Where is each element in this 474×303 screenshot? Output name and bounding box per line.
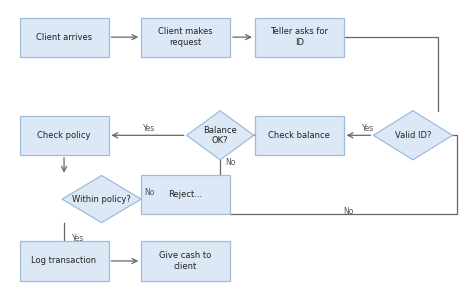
Text: Log transaction: Log transaction — [31, 256, 97, 265]
Text: Yes: Yes — [72, 234, 84, 243]
Text: Valid ID?: Valid ID? — [395, 131, 431, 140]
Text: Balance
OK?: Balance OK? — [203, 126, 237, 145]
Text: No: No — [344, 207, 354, 216]
Text: Yes: Yes — [362, 124, 374, 133]
FancyBboxPatch shape — [141, 241, 230, 281]
Text: Teller asks for
ID: Teller asks for ID — [270, 28, 328, 47]
Polygon shape — [187, 111, 254, 160]
FancyBboxPatch shape — [19, 18, 109, 57]
FancyBboxPatch shape — [141, 18, 230, 57]
Text: Yes: Yes — [143, 124, 155, 133]
Polygon shape — [374, 111, 453, 160]
Text: No: No — [144, 188, 154, 197]
Text: Client arrives: Client arrives — [36, 33, 92, 42]
FancyBboxPatch shape — [255, 18, 344, 57]
Text: No: No — [225, 158, 235, 167]
Text: Within policy?: Within policy? — [72, 195, 131, 204]
Text: Give cash to
client: Give cash to client — [159, 251, 212, 271]
FancyBboxPatch shape — [255, 116, 344, 155]
FancyBboxPatch shape — [19, 241, 109, 281]
Text: Check balance: Check balance — [268, 131, 330, 140]
FancyBboxPatch shape — [19, 116, 109, 155]
Text: Reject...: Reject... — [169, 190, 203, 199]
FancyBboxPatch shape — [141, 175, 230, 214]
Text: Client makes
request: Client makes request — [158, 28, 213, 47]
Text: Check policy: Check policy — [37, 131, 91, 140]
Polygon shape — [62, 175, 141, 223]
